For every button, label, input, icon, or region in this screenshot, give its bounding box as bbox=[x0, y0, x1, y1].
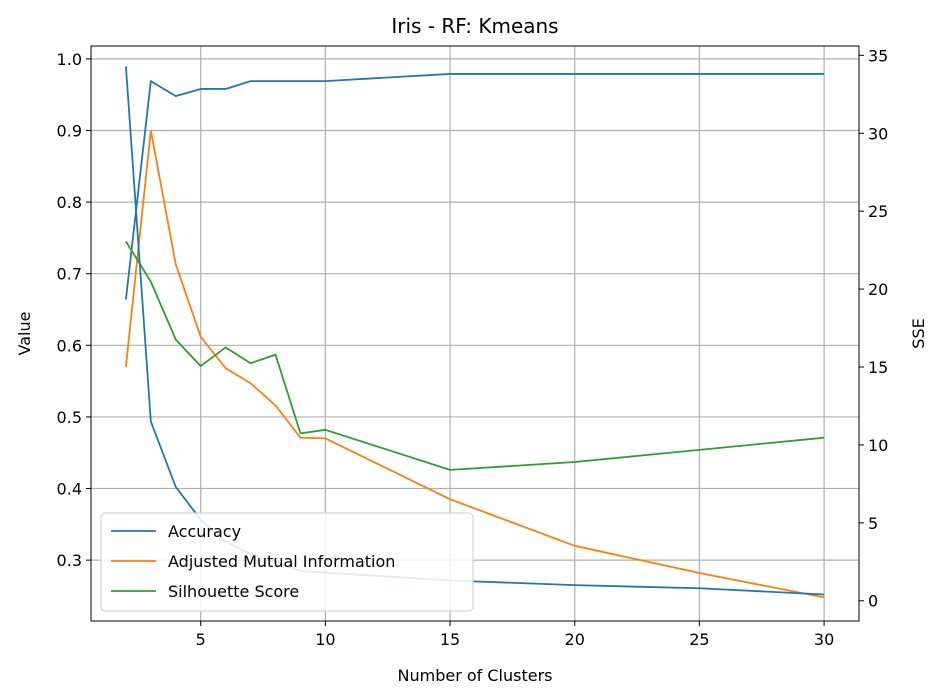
y2-axis-label: SSE bbox=[909, 318, 928, 348]
y-tick-label-7: 1.0 bbox=[57, 50, 82, 69]
y-axis-ticks: 0.3 0.4 0.5 0.6 0.7 0.8 0.9 1.0 bbox=[57, 50, 91, 570]
series-line-accuracy bbox=[125, 73, 825, 300]
legend: Accuracy Adjusted Mutual Information Silho… bbox=[100, 512, 474, 612]
x-tick-label-5: 30 bbox=[814, 630, 834, 649]
x-tick-label-1: 10 bbox=[315, 630, 335, 649]
y2-tick-label-2: 10 bbox=[868, 436, 888, 455]
legend-box bbox=[100, 512, 474, 612]
y2-tick-label-0: 0 bbox=[868, 592, 878, 611]
x-tick-label-4: 25 bbox=[689, 630, 709, 649]
chart-title: Iris - RF: Kmeans bbox=[391, 14, 558, 38]
y2-tick-label-7: 35 bbox=[868, 46, 888, 65]
legend-label-0: Accuracy bbox=[168, 522, 241, 541]
y2-tick-label-1: 5 bbox=[868, 514, 878, 533]
x-axis-label: Number of Clusters bbox=[398, 666, 553, 685]
plot-frame bbox=[90, 45, 860, 622]
y-tick-label-1: 0.4 bbox=[57, 480, 82, 499]
y-tick-label-5: 0.8 bbox=[57, 193, 82, 212]
y-tick-label-4: 0.7 bbox=[57, 265, 82, 284]
y2-tick-label-5: 25 bbox=[868, 202, 888, 221]
x-tick-label-0: 5 bbox=[196, 630, 206, 649]
y2-axis-ticks: 0 5 10 15 20 25 30 35 bbox=[859, 46, 888, 611]
grid bbox=[91, 46, 859, 621]
y-tick-label-3: 0.6 bbox=[57, 336, 82, 355]
y2-tick-label-6: 30 bbox=[868, 124, 888, 143]
series-line-adjusted-mutual-information bbox=[125, 129, 825, 599]
x-axis-ticks: 5 10 15 20 25 30 bbox=[196, 621, 834, 649]
y-tick-label-2: 0.5 bbox=[57, 408, 82, 427]
y2-tick-label-4: 20 bbox=[868, 280, 888, 299]
legend-label-1: Adjusted Mutual Information bbox=[168, 552, 395, 571]
y-tick-label-0: 0.3 bbox=[57, 551, 82, 570]
y-tick-label-6: 0.9 bbox=[57, 121, 82, 140]
x-tick-label-2: 15 bbox=[440, 630, 460, 649]
y2-tick-label-3: 15 bbox=[868, 358, 888, 377]
x-tick-label-3: 20 bbox=[565, 630, 585, 649]
legend-label-2: Silhouette Score bbox=[168, 582, 299, 601]
series-line-silhouette-score bbox=[125, 241, 825, 471]
y-axis-label: Value bbox=[15, 312, 34, 356]
